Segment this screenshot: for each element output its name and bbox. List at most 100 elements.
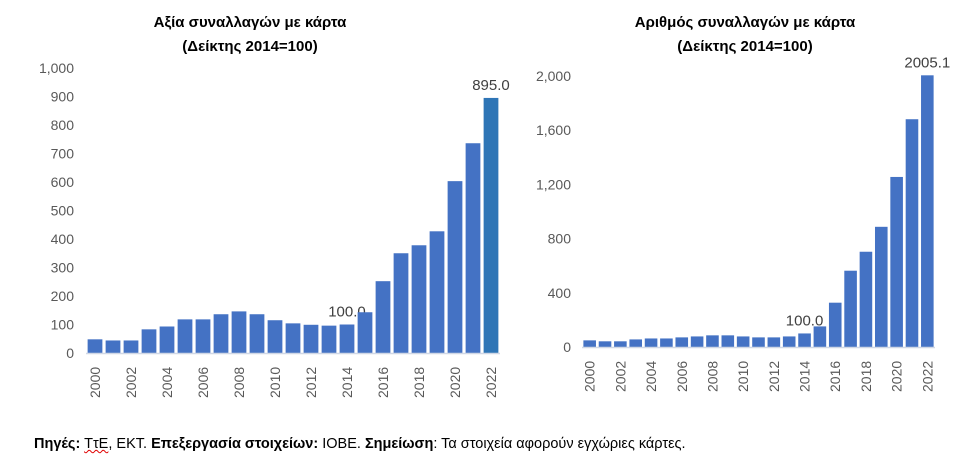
value-chart-bar-2013 — [321, 325, 337, 353]
value-chart-bar-2008 — [231, 311, 247, 353]
footer-note: Πηγές: ΤτΕ, ΕΚΤ. Επεξεργασία στοιχείων: … — [34, 436, 686, 452]
value-chart-y-tick-label: 600 — [51, 174, 75, 190]
count-chart-x-tick-label: 2000 — [582, 361, 598, 392]
value-chart-y-tick-label: 800 — [51, 117, 75, 133]
value-chart-bar-2019 — [429, 231, 445, 353]
value-chart-x-tick-label: 2014 — [339, 367, 355, 398]
value-chart-x-tick-label: 2002 — [123, 367, 139, 398]
source-tte: ΤτΕ — [84, 436, 109, 452]
value-chart-title-line: (Δείκτης 2014=100) — [182, 38, 317, 55]
value-chart-x-tick-label: 2012 — [303, 367, 319, 398]
sources-rest: , ΕΚΤ. — [108, 436, 148, 452]
value-chart-bar-2015 — [357, 312, 373, 353]
count-chart-bar-2022 — [921, 75, 934, 347]
value-chart-bar-2022 — [483, 97, 499, 353]
value-chart-data-label: 895.0 — [472, 77, 510, 94]
count-chart-bar-2014 — [798, 333, 811, 347]
value-chart-bar-2005 — [177, 319, 193, 353]
value-chart-bar-2004 — [159, 326, 175, 353]
value-chart-y-tick-label: 300 — [51, 260, 75, 276]
count-chart-data-label: 2005.1 — [904, 54, 950, 71]
value-chart-bar-2020 — [447, 181, 463, 353]
value-chart-x-tick-label: 2010 — [267, 367, 283, 398]
value-chart-y-tick-label: 100 — [51, 317, 75, 333]
count-chart-x-tick-label: 2012 — [766, 361, 782, 392]
count-chart-bar-2012 — [767, 337, 781, 347]
count-chart-data-label: 100.0 — [786, 312, 824, 329]
value-chart-bar-2012 — [303, 324, 319, 353]
count-chart-y-tick-label: 1,600 — [536, 122, 571, 138]
value-chart-y-tick-label: 0 — [66, 345, 74, 361]
value-chart-y-tick-label: 1,000 — [39, 60, 74, 76]
value-chart-bar-2014 — [339, 324, 355, 353]
count-chart-y-tick-label: 2,000 — [536, 68, 571, 84]
count-chart-bar-2001 — [598, 341, 612, 347]
value-chart-bar-2018 — [411, 245, 427, 353]
count-chart-x-tick-label: 2018 — [858, 361, 874, 392]
value-chart-bar-2006 — [195, 319, 211, 353]
count-chart-x-tick-label: 2010 — [735, 361, 751, 392]
value-chart-bar-2010 — [267, 320, 283, 353]
value-chart-bar-2003 — [141, 329, 157, 353]
count-chart-title-line: Αριθμός συναλλαγών με κάρτα — [635, 14, 856, 31]
value-chart-x-tick-label: 2020 — [447, 367, 463, 398]
value-chart-x-tick-label: 2000 — [87, 367, 103, 398]
count-chart-title-line: (Δείκτης 2014=100) — [677, 38, 812, 55]
count-chart-bar-2019 — [874, 226, 888, 347]
value-chart-bar-2017 — [393, 253, 409, 353]
value-chart-bar-2016 — [375, 281, 391, 353]
count-chart-x-tick-label: 2008 — [704, 361, 720, 392]
sources-label: Πηγές: — [34, 436, 81, 452]
note-value: : Τα στοιχεία αφορούν εγχώριες κάρτες. — [433, 436, 686, 452]
count-chart-bar-2000 — [583, 340, 596, 347]
value-chart-x-tick-label: 2006 — [195, 367, 211, 398]
count-chart-y-tick-label: 0 — [563, 339, 571, 355]
value-chart-bar-2009 — [249, 314, 265, 353]
value-chart-x-tick-label: 2016 — [375, 367, 391, 398]
value-chart-y-tick-label: 900 — [51, 89, 75, 105]
count-chart-bar-2010 — [736, 336, 750, 347]
count-chart-x-tick-label: 2006 — [674, 361, 690, 392]
count-chart-x-tick-label: 2016 — [827, 361, 843, 392]
count-chart-x-tick-label: 2002 — [612, 361, 628, 392]
count-chart-bar-2011 — [752, 337, 765, 347]
count-chart-bar-2016 — [828, 302, 842, 347]
value-chart-y-tick-label: 500 — [51, 203, 75, 219]
value-chart-x-tick-label: 2022 — [483, 367, 499, 398]
count-chart-bar-2021 — [905, 119, 919, 347]
value-chart-bar-2011 — [285, 323, 301, 353]
value-chart-y-tick-label: 200 — [51, 288, 75, 304]
count-chart-bar-2007 — [690, 336, 704, 347]
value-chart-data-label: 100.0 — [328, 304, 366, 321]
value-chart-x-tick-label: 2018 — [411, 367, 427, 398]
count-chart-x-tick-label: 2004 — [643, 361, 659, 392]
count-chart-bar-2018 — [859, 251, 873, 347]
count-chart-bar-2020 — [890, 176, 903, 347]
count-chart-y-tick-label: 1,200 — [536, 176, 571, 192]
value-chart-bar-2021 — [465, 143, 481, 353]
count-chart-bar-2005 — [660, 338, 673, 347]
processing-label: Επεξεργασία στοιχείων: — [151, 436, 319, 452]
count-chart-y-tick-label: 800 — [548, 231, 572, 247]
count-chart-bar-2003 — [629, 339, 643, 347]
count-chart-x-tick-label: 2014 — [797, 361, 813, 392]
count-chart-x-tick-label: 2020 — [889, 361, 905, 392]
count-chart-bar-2002 — [614, 341, 627, 347]
processing-value: ΙΟΒΕ. — [322, 436, 361, 452]
count-chart-x-tick-label: 2022 — [919, 361, 935, 392]
count-chart-bar-2006 — [675, 337, 689, 347]
value-chart-y-tick-label: 700 — [51, 146, 75, 162]
value-chart-title-line: Αξία συναλλαγών με κάρτα — [154, 14, 348, 31]
count-chart-bar-2008 — [706, 335, 719, 347]
count-chart-bar-2017 — [844, 270, 857, 347]
note-label: Σημείωση — [364, 436, 434, 452]
count-chart-bar-2009 — [721, 335, 735, 347]
value-chart-y-tick-label: 400 — [51, 231, 75, 247]
count-chart-y-tick-label: 400 — [548, 285, 572, 301]
value-chart-bar-2002 — [123, 340, 139, 353]
value-chart-bar-2001 — [105, 340, 121, 353]
count-chart-bar-2013 — [782, 336, 796, 347]
value-chart-bar-2000 — [87, 339, 103, 353]
